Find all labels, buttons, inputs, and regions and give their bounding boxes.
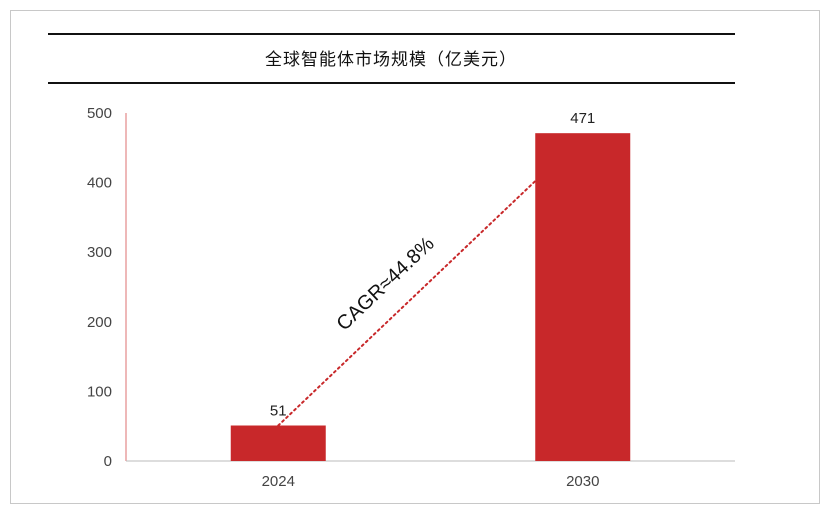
y-tick-label: 100 <box>87 383 112 400</box>
y-tick-label: 400 <box>87 175 112 192</box>
x-tick-label: 2024 <box>262 473 295 490</box>
y-tick-label: 0 <box>104 453 112 470</box>
y-tick-label: 200 <box>87 314 112 331</box>
cagr-trend-line <box>277 178 539 427</box>
data-label-2030: 471 <box>570 110 595 127</box>
x-tick-label: 2030 <box>566 473 599 490</box>
y-tick-label: 500 <box>87 105 112 122</box>
data-label-2024: 51 <box>270 403 287 420</box>
chart-title: 全球智能体市场规模（亿美元） <box>265 50 517 70</box>
cagr-annotation: CAGR≈44.8% <box>333 233 439 336</box>
bar-2024 <box>230 425 326 461</box>
y-tick-label: 300 <box>87 244 112 261</box>
bar-2030 <box>535 133 631 461</box>
chart-frame <box>10 10 820 504</box>
